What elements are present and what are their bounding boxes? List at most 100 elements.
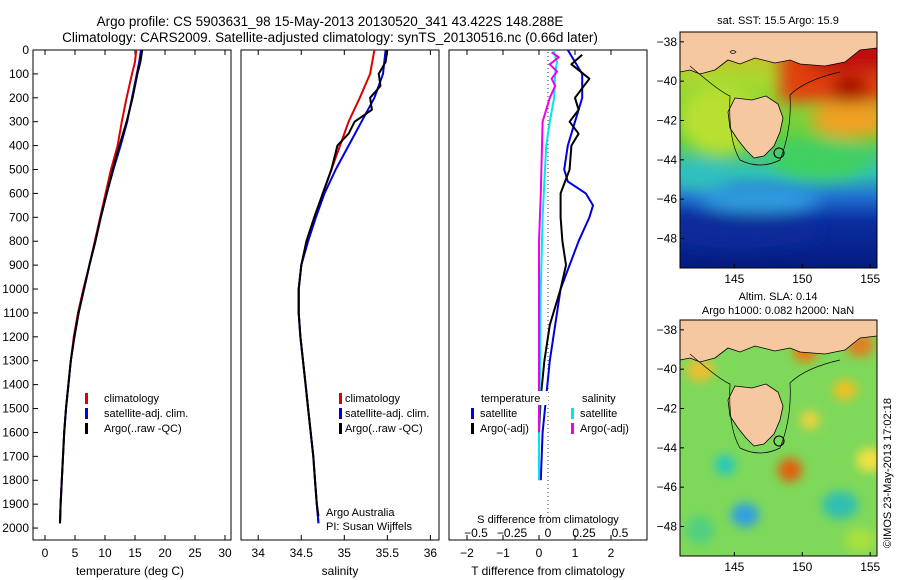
x-tick-label: 25	[188, 546, 202, 560]
s-diff-tick-label: 0	[545, 526, 552, 540]
depth-tick-label: 1300	[2, 354, 29, 368]
legend-label-argo: Argo(..raw -QC)	[345, 423, 423, 435]
legend-swatch-satellite	[85, 408, 88, 419]
lon-tick-label: 155	[860, 560, 880, 574]
depth-tick-label: 700	[9, 210, 29, 224]
sla-argo-marker	[773, 435, 785, 447]
salinity-profiles	[297, 49, 389, 524]
difference-panel: −2 −1 0 1 2 −0.5 −0.25 0 0.25 0.5 T difference f…	[448, 49, 648, 578]
legend-label-s-argo: Argo(-adj)	[580, 423, 629, 435]
lon-tick-label: 145	[724, 272, 744, 286]
x-tick-label: 5	[72, 546, 79, 560]
depth-tick-label: 1500	[2, 402, 29, 416]
series-line	[297, 49, 376, 524]
x-tick-label: 35	[338, 546, 352, 560]
x-tick-label: 20	[158, 546, 172, 560]
s-diff-tick-label: 0.5	[612, 526, 629, 540]
lat-tick-label: −44	[657, 153, 678, 167]
depth-tick-label: 1600	[2, 425, 29, 439]
temperature-axis: 0 5 10 15 20 25 30	[42, 50, 232, 560]
depth-tick-label: 900	[9, 258, 29, 272]
depth-tick-label: 1700	[2, 449, 29, 463]
temperature-profiles	[59, 49, 144, 524]
legend-label-satellite: satellite-adj. clim.	[104, 408, 188, 420]
s-diff-tick-label: 0.25	[572, 526, 596, 540]
legend-label-climatology: climatology	[104, 393, 160, 405]
series-line	[59, 49, 138, 524]
depth-tick-label: 1000	[2, 282, 29, 296]
legend-swatch-t-argo	[471, 423, 474, 434]
sla-map-title-line-2: Argo h1000: 0.082 h2000: NaN	[702, 305, 854, 317]
legend-swatch-argo	[339, 423, 342, 434]
temperature-panel: 0100200300400500600700800900100011001200…	[2, 43, 232, 578]
depth-tick-label: 600	[9, 186, 29, 200]
lat-tick-label: −38	[657, 35, 678, 49]
depth-tick-label: 400	[9, 139, 29, 153]
t-difference-axis: −2 −1 0 1 2	[460, 50, 615, 560]
legend-label-t-argo: Argo(-adj)	[480, 423, 529, 435]
sla-shelf-contour	[689, 353, 841, 454]
difference-legend: temperature satellite Argo(-adj) salinit…	[471, 391, 629, 435]
difference-profiles	[538, 49, 594, 481]
depth-tick-label: 1100	[3, 306, 29, 320]
legend-swatch-s-satellite	[571, 408, 574, 419]
lon-tick-label: 150	[792, 560, 812, 574]
salinity-legend: climatology satellite-adj. clim. Argo(..…	[339, 393, 429, 435]
s-difference-axis: −0.5 −0.25 0 0.25 0.5	[464, 526, 629, 540]
x-tick-label: −1	[496, 546, 510, 560]
depth-axis: 0 100 200 300 400 500 600 700 800 900 1000 1100 1200…	[2, 43, 38, 535]
t-difference-axis-label: T difference from climatology	[471, 564, 625, 578]
sst-argo-marker	[773, 147, 785, 159]
series-line	[538, 51, 560, 433]
temperature-axis-label: temperature (deg C)	[76, 564, 184, 578]
legend-title-salinity: salinity	[582, 393, 616, 405]
depth-tick-label: 300	[9, 115, 29, 129]
lat-tick-label: −40	[657, 74, 678, 88]
lat-tick-label: −40	[657, 362, 678, 376]
legend-label-climatology: climatology	[345, 393, 401, 405]
x-tick-label: 0	[42, 546, 49, 560]
x-tick-label: 34	[252, 546, 266, 560]
lat-tick-label: −46	[657, 192, 678, 206]
series-line	[538, 49, 558, 481]
series-line	[538, 54, 591, 433]
depth-tick-label: 2000	[2, 521, 29, 535]
sla-mainland-coast	[680, 320, 877, 363]
depth-tick-label: 200	[9, 91, 29, 105]
sla-map: Altim. SLA: 0.14 Argo h1000: 0.082 h2000…	[657, 291, 881, 574]
legend-title-temperature: temperature	[481, 393, 540, 405]
series-line	[297, 49, 387, 524]
salinity-axis-label: salinity	[322, 564, 359, 578]
sla-tasmania	[727, 383, 784, 447]
sst-map-title: sat. SST: 15.5 Argo: 15.9	[717, 15, 839, 27]
legend-swatch-climatology	[339, 393, 342, 404]
s-difference-axis-label: S difference from climatology	[477, 514, 619, 526]
legend-swatch-t-satellite	[471, 408, 474, 419]
x-tick-label: 0	[536, 546, 543, 560]
series-line	[539, 49, 594, 481]
depth-tick-label: 100	[9, 67, 29, 81]
temperature-legend: climatology satellite-adj. clim. Argo(..…	[85, 393, 188, 435]
sst-mainland-coast	[680, 32, 877, 75]
depth-tick-label: 500	[9, 163, 29, 177]
legend-label-s-satellite: satellite	[580, 408, 617, 420]
x-tick-label: 34.5	[290, 546, 314, 560]
lon-tick-label: 150	[792, 272, 812, 286]
salinity-panel: 34 34.5 35 35.5 36 salinity climatology sate…	[240, 49, 440, 578]
depth-tick-label: 1400	[2, 378, 29, 392]
depth-tick-label: 1800	[2, 473, 29, 487]
float-program-label: Argo Australia	[326, 507, 395, 519]
s-diff-tick-label: −0.25	[497, 526, 528, 540]
lat-tick-label: −46	[657, 480, 678, 494]
lat-tick-label: −48	[657, 520, 678, 534]
float-pi-label: PI: Susan Wijffels	[326, 521, 412, 533]
sla-map-title-line-1: Altim. SLA: 0.14	[739, 291, 818, 303]
legend-label-t-satellite: satellite	[480, 408, 517, 420]
x-tick-label: 2	[608, 546, 615, 560]
legend-label-satellite: satellite-adj. clim.	[345, 408, 429, 420]
lon-tick-label: 155	[860, 272, 880, 286]
s-diff-tick-label: −0.5	[464, 526, 488, 540]
sst-map: sat. SST: 15.5 Argo: 15.9	[657, 15, 881, 286]
series-line	[59, 49, 142, 524]
sst-tasmania	[727, 95, 784, 159]
